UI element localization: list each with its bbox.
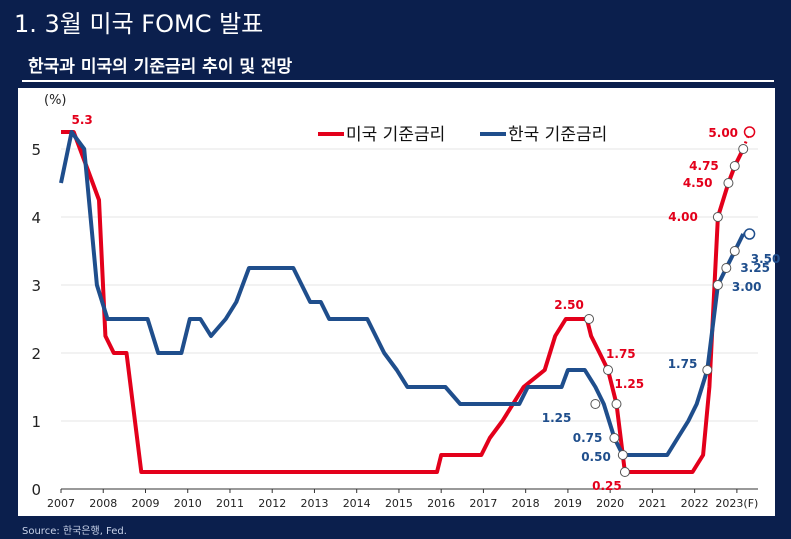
data-marker [619, 467, 630, 477]
x-tick-label: 2016 [427, 497, 455, 510]
data-marker [609, 433, 620, 443]
x-tick-label: 2018 [512, 497, 540, 510]
data-marker [712, 212, 723, 222]
data-label: 0.25 [592, 479, 622, 493]
data-label: 1.25 [614, 377, 644, 391]
data-marker [611, 399, 622, 409]
x-tick-label: 2007 [47, 497, 75, 510]
data-label: 3.50 [751, 252, 781, 266]
data-marker [584, 314, 595, 324]
data-label: 4.50 [683, 176, 713, 190]
data-label: 4.75 [689, 159, 719, 173]
data-marker [729, 246, 740, 256]
data-label: 3.25 [740, 261, 770, 275]
legend-us-label: 미국 기준금리 [346, 125, 445, 145]
y-tick-label: 2 [31, 345, 41, 363]
data-label: 3.00 [732, 280, 762, 294]
data-label: 4.00 [668, 210, 698, 224]
data-label: 0.50 [581, 450, 611, 464]
x-tick-label: 2017 [469, 497, 497, 510]
x-tick-label: 2010 [174, 497, 202, 510]
page-title: 1. 3월 미국 FOMC 발표 [14, 10, 264, 38]
x-tick-label: 2009 [131, 497, 159, 510]
x-tick-label: 2019 [554, 497, 582, 510]
data-marker [729, 161, 740, 171]
subtitle-underline [22, 80, 774, 82]
kr-forecast-point [743, 228, 756, 240]
data-label: 0.75 [573, 431, 603, 445]
x-tick-label: 2022 [681, 497, 709, 510]
data-marker [617, 450, 628, 460]
x-tick-label: 2012 [258, 497, 286, 510]
y-tick-label: 4 [31, 209, 41, 227]
x-tick-label: 2014 [343, 497, 371, 510]
kr-rate-line [59, 130, 745, 457]
data-label: 5.00 [708, 126, 738, 140]
y-tick-label: 1 [31, 413, 41, 431]
data-marker [590, 399, 601, 409]
source-note: Source: 한국은행, Fed. [22, 526, 127, 537]
data-marker [738, 144, 749, 154]
data-marker [702, 365, 713, 375]
x-tick-label: 2015 [385, 497, 413, 510]
data-label: 1.75 [668, 357, 698, 371]
x-tick-label: 2011 [216, 497, 244, 510]
data-label: 5.3 [71, 113, 92, 127]
y-tick-label: 5 [31, 141, 41, 159]
y-tick-label: 0 [31, 481, 41, 499]
y-tick-label: 3 [31, 277, 41, 295]
data-marker [723, 178, 734, 188]
us-rate-line [61, 130, 745, 474]
page-subtitle: 한국과 미국의 기준금리 추이 및 전망 [28, 57, 293, 77]
x-tick-label: 2023(F) [715, 497, 758, 510]
legend-kr-label: 한국 기준금리 [508, 125, 607, 145]
us-forecast-point [743, 126, 756, 138]
x-tick-label: 2008 [89, 497, 117, 510]
data-label: 2.50 [554, 298, 584, 312]
x-tick-label: 2021 [638, 497, 666, 510]
data-label: 1.25 [542, 411, 572, 425]
x-tick-label: 2013 [300, 497, 328, 510]
data-marker [721, 263, 732, 273]
data-label: 1.75 [606, 347, 636, 361]
data-marker [603, 365, 614, 375]
data-marker [712, 280, 723, 290]
x-tick-label: 2020 [596, 497, 624, 510]
y-axis-label: (%) [44, 93, 67, 108]
chart-panel [18, 88, 775, 516]
